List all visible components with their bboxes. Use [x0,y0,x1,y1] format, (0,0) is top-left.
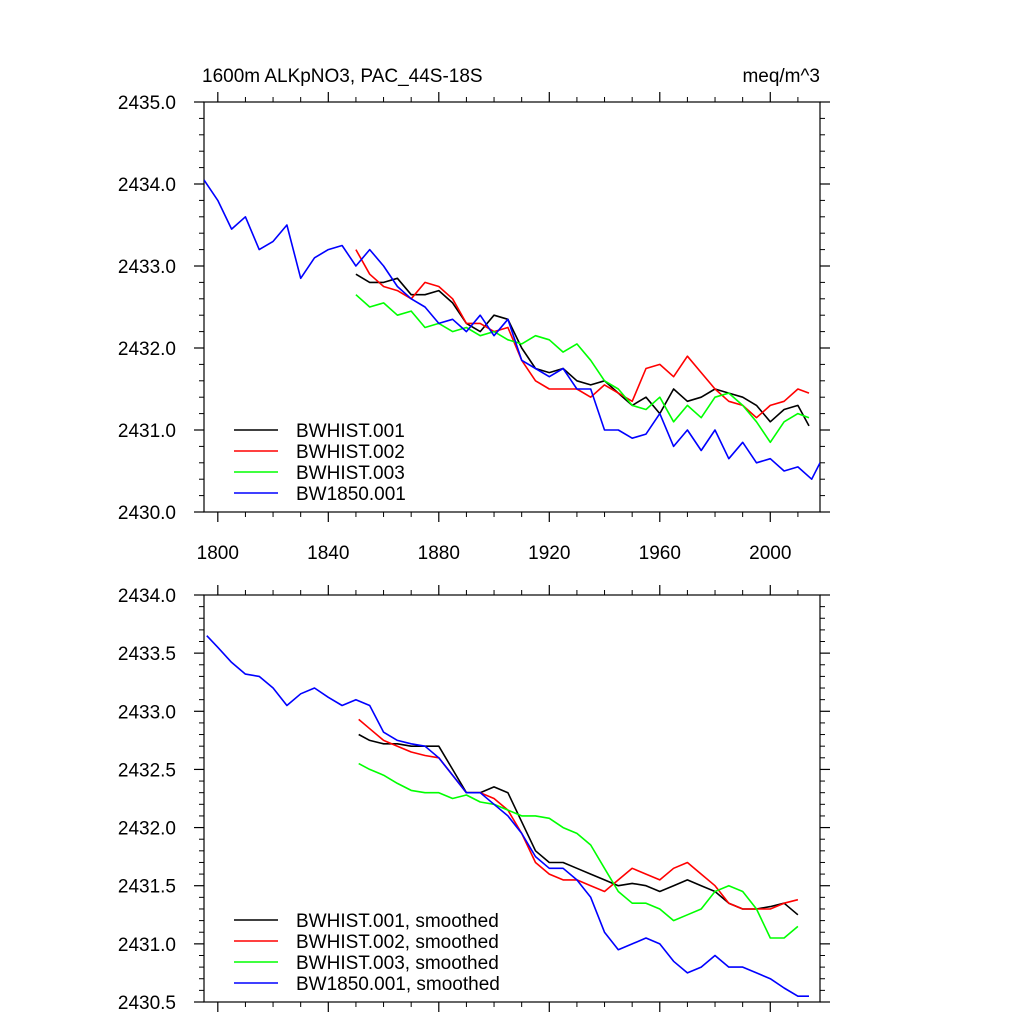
x-tick-label: 1960 [639,543,681,564]
bottom-series-group [206,635,809,998]
bottom-series-line-bwhist-003-smoothed [358,762,799,939]
bottom-y-tick-label: 2430.5 [118,993,176,1014]
bottom-y-tick-label: 2434.0 [118,586,176,607]
bottom-y-tick-label: 2433.0 [118,702,176,723]
top-legend-label: BWHIST.001 [296,421,405,442]
top-y-tick-label: 2435.0 [118,93,176,114]
bottom-legend-label: BW1850.001, smoothed [296,974,500,995]
units-label: meq/m^3 [742,66,820,87]
bottom-legend-label: BWHIST.002, smoothed [296,932,499,953]
top-series-line-bwhist-003 [355,294,810,444]
x-tick-label: 1800 [197,543,239,564]
top-y-tick-label: 2433.0 [118,257,176,278]
top-y-tick-label: 2432.0 [118,339,176,360]
x-tick-label: 1880 [418,543,460,564]
bottom-legend-label: BWHIST.003, smoothed [296,953,499,974]
top-y-tick-label: 2434.0 [118,175,176,196]
x-tick-label: 1920 [528,543,570,564]
top-y-tick-label: 2431.0 [118,421,176,442]
top-legend-label: BWHIST.003 [296,463,405,484]
bottom-series-line-bw1850-001-smoothed [206,635,809,998]
top-plot-panel: 2430.0 2431.0 2432.0 2433.0 2434.0 2435.0 BWHI… [118,92,830,524]
bottom-legend-label: BWHIST.001, smoothed [296,911,499,932]
bottom-plot-panel: 2430.5 2431.0 2431.5 2432.0 2432.5 2433.0 2433… [118,585,830,1014]
top-series-line-bwhist-001 [355,273,810,427]
bottom-series-line-bwhist-001-smoothed [358,733,799,916]
x-tick-labels: 1800 1840 1880 1920 1960 2000 [197,543,792,564]
top-legend-label: BW1850.001 [296,484,406,505]
bottom-y-tick-label: 2432.5 [118,760,176,781]
bottom-y-tick-label: 2431.5 [118,877,176,898]
chart-title: 1600m ALKpNO3, PAC_44S-18S [202,66,483,87]
top-series-line-bw1850-001 [204,179,820,481]
x-tick-label: 2000 [749,543,791,564]
top-plot-frame [203,101,821,513]
bottom-y-tick-label: 2433.5 [118,644,176,665]
bottom-y-tick-label: 2431.0 [118,935,176,956]
top-y-tick-label: 2430.0 [118,503,176,524]
top-series-line-bwhist-002 [355,249,810,419]
bottom-y-tick-label: 2432.0 [118,819,176,840]
x-tick-label: 1840 [307,543,349,564]
top-legend-label: BWHIST.002 [296,442,405,463]
top-series-group [204,179,820,481]
bottom-plot-frame [203,594,821,1003]
